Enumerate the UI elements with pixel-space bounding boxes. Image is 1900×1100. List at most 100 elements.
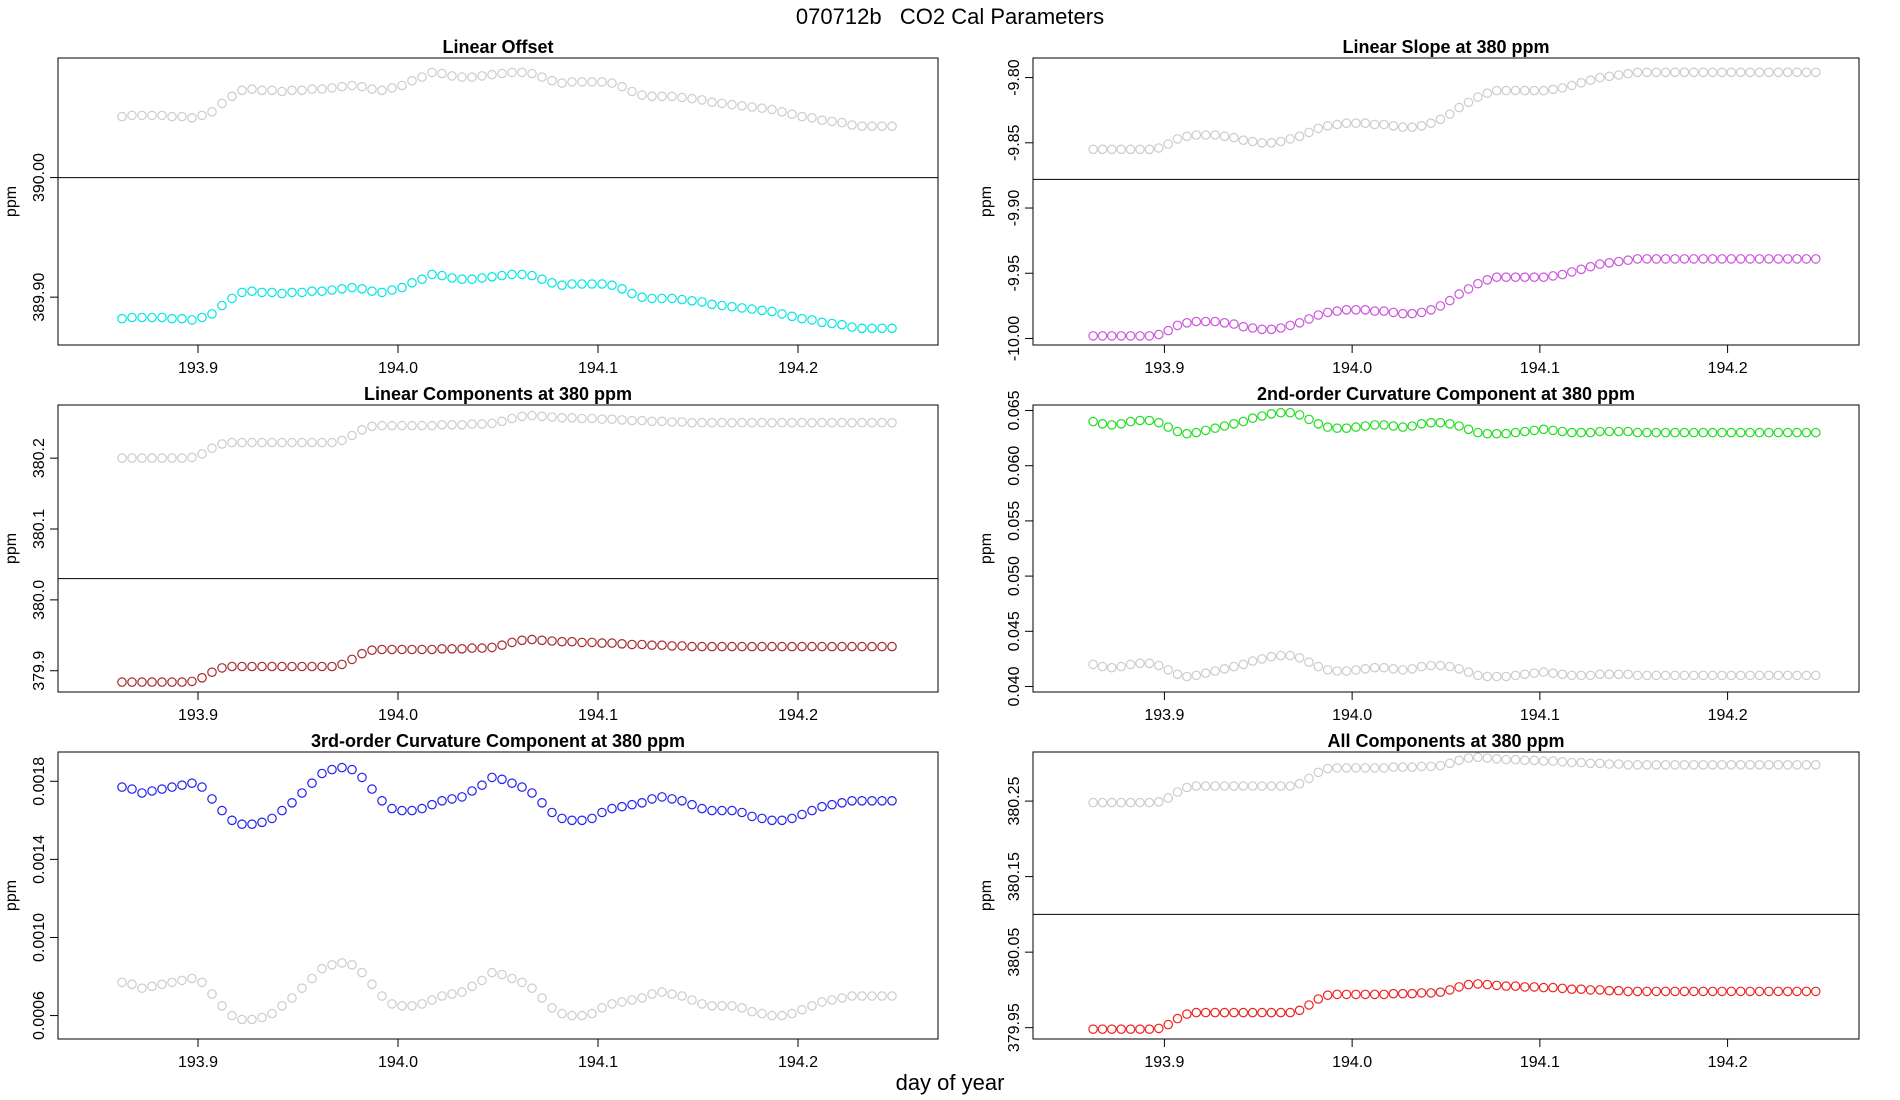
data-point	[657, 792, 667, 802]
data-point	[807, 315, 817, 325]
data-point	[1567, 80, 1577, 91]
data-point	[1623, 986, 1633, 997]
data-point	[1726, 670, 1737, 681]
data-point	[1632, 67, 1643, 78]
data-point	[577, 815, 587, 826]
data-point	[1210, 666, 1220, 676]
data-point	[1200, 1007, 1211, 1018]
data-point	[1247, 323, 1258, 333]
data-point	[1726, 67, 1737, 78]
data-point	[137, 677, 147, 687]
data-point	[1454, 421, 1464, 431]
data-point	[1116, 331, 1126, 341]
data-point	[287, 437, 297, 448]
data-point	[747, 102, 757, 112]
data-point	[1125, 416, 1136, 427]
data-point	[557, 813, 567, 824]
x-tick-label: 194.2	[1708, 707, 1748, 724]
data-point	[737, 641, 747, 652]
data-point	[587, 77, 597, 87]
data-point	[447, 643, 457, 654]
data-point	[1764, 427, 1774, 438]
data-point	[607, 638, 617, 648]
y-axis-label: ppm	[978, 880, 995, 911]
data-point	[1764, 986, 1774, 997]
data-point	[1154, 143, 1164, 153]
data-point	[1726, 427, 1737, 438]
data-point	[1745, 986, 1755, 997]
data-point	[857, 641, 867, 652]
data-point	[147, 312, 157, 323]
data-point	[1491, 671, 1502, 682]
data-point	[607, 78, 617, 88]
data-point	[1313, 418, 1324, 429]
data-point	[1717, 427, 1727, 438]
data-point	[877, 417, 887, 428]
data-point	[1689, 670, 1699, 681]
y-tick-label: -10.00	[1006, 316, 1023, 361]
data-point	[437, 68, 447, 79]
data-point	[307, 84, 317, 94]
data-point	[637, 415, 647, 426]
data-point	[1670, 254, 1680, 264]
data-point	[287, 993, 297, 1003]
data-point	[687, 799, 697, 810]
data-point	[1294, 317, 1305, 328]
data-point	[477, 419, 487, 429]
data-point	[1538, 982, 1549, 993]
data-point	[1811, 759, 1821, 770]
data-point	[1369, 662, 1380, 673]
data-point	[787, 417, 797, 428]
data-point	[1351, 665, 1361, 675]
data-point	[1285, 407, 1295, 418]
data-point	[1548, 271, 1558, 281]
data-point	[1585, 758, 1596, 769]
data-point	[1238, 781, 1249, 791]
data-point	[757, 305, 767, 316]
data-point	[747, 641, 757, 652]
data-point	[297, 437, 307, 448]
y-tick-label: 389.90	[31, 273, 48, 322]
data-point	[1782, 759, 1793, 770]
data-point	[137, 983, 147, 993]
data-point	[1651, 759, 1662, 770]
data-point	[377, 287, 387, 298]
data-point	[1247, 781, 1258, 791]
data-point	[1642, 427, 1652, 438]
data-point	[607, 803, 617, 814]
data-point	[1679, 254, 1690, 264]
data-point	[267, 1008, 277, 1019]
data-point	[147, 453, 157, 463]
data-point	[1473, 427, 1483, 438]
x-tick-label: 194.1	[578, 1054, 618, 1071]
data-point	[1782, 254, 1793, 264]
data-point	[737, 417, 747, 428]
data-point	[1491, 753, 1502, 764]
data-point	[1660, 986, 1671, 997]
data-point	[1426, 118, 1436, 128]
data-point	[607, 414, 617, 424]
data-point	[1144, 331, 1155, 341]
data-point	[1613, 70, 1624, 80]
data-point	[1266, 651, 1277, 662]
data-point	[1229, 661, 1239, 672]
data-point	[557, 78, 567, 88]
data-point	[1510, 981, 1521, 991]
data-point	[467, 786, 477, 796]
data-point	[207, 989, 217, 999]
data-point	[1801, 67, 1812, 78]
y-tick-label: 380.25	[1006, 777, 1023, 826]
data-point	[177, 453, 187, 463]
data-point	[1679, 427, 1690, 438]
data-point	[117, 313, 127, 324]
data-point	[1595, 985, 1605, 995]
data-point	[567, 77, 577, 87]
data-point	[657, 987, 667, 997]
data-point	[487, 418, 497, 429]
data-point	[1754, 427, 1765, 438]
data-point	[1764, 759, 1774, 770]
data-point	[1529, 982, 1539, 992]
data-point	[1341, 666, 1352, 676]
data-point	[407, 805, 417, 816]
data-point	[817, 997, 827, 1007]
